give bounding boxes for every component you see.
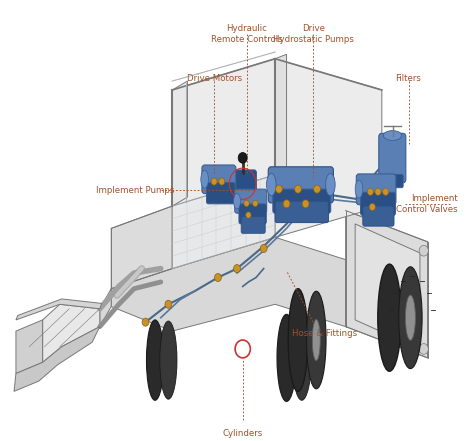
- Circle shape: [260, 244, 267, 253]
- Ellipse shape: [378, 264, 401, 371]
- Text: Implement Pumps: Implement Pumps: [96, 186, 174, 195]
- Circle shape: [234, 265, 240, 273]
- Circle shape: [283, 200, 290, 208]
- FancyBboxPatch shape: [202, 165, 236, 194]
- FancyBboxPatch shape: [273, 189, 331, 213]
- Circle shape: [302, 200, 309, 208]
- Polygon shape: [43, 304, 100, 363]
- Circle shape: [294, 185, 301, 193]
- FancyBboxPatch shape: [356, 174, 396, 205]
- FancyBboxPatch shape: [361, 192, 396, 216]
- FancyBboxPatch shape: [382, 174, 403, 188]
- Ellipse shape: [383, 131, 401, 140]
- Ellipse shape: [292, 315, 311, 400]
- Text: Hose & Fittings: Hose & Fittings: [292, 329, 357, 338]
- Text: Implement
Control Valves: Implement Control Valves: [396, 194, 458, 214]
- Polygon shape: [16, 299, 102, 320]
- Circle shape: [246, 212, 251, 218]
- Ellipse shape: [288, 289, 308, 391]
- Polygon shape: [172, 175, 275, 269]
- Circle shape: [383, 188, 389, 195]
- Circle shape: [211, 178, 217, 185]
- Polygon shape: [355, 224, 420, 349]
- FancyBboxPatch shape: [268, 167, 333, 203]
- Ellipse shape: [266, 173, 276, 196]
- Polygon shape: [16, 320, 43, 374]
- FancyBboxPatch shape: [229, 170, 256, 200]
- Ellipse shape: [355, 180, 363, 198]
- Ellipse shape: [277, 314, 296, 401]
- Circle shape: [314, 185, 320, 193]
- Text: Drive Motors: Drive Motors: [187, 75, 242, 83]
- Ellipse shape: [312, 319, 320, 361]
- FancyBboxPatch shape: [379, 133, 406, 183]
- Ellipse shape: [201, 170, 209, 188]
- Circle shape: [419, 245, 428, 256]
- Circle shape: [367, 188, 374, 195]
- Ellipse shape: [234, 193, 240, 209]
- Circle shape: [253, 200, 258, 206]
- Circle shape: [215, 273, 221, 281]
- Polygon shape: [100, 289, 111, 327]
- Circle shape: [419, 344, 428, 354]
- Polygon shape: [172, 81, 187, 206]
- Circle shape: [244, 200, 249, 206]
- Ellipse shape: [160, 321, 177, 399]
- Circle shape: [142, 318, 149, 326]
- Polygon shape: [111, 237, 346, 331]
- Text: Cylinders: Cylinders: [223, 429, 263, 438]
- Text: Hydraulic
Remote Controls: Hydraulic Remote Controls: [211, 24, 283, 44]
- Ellipse shape: [307, 291, 326, 389]
- FancyBboxPatch shape: [241, 217, 265, 233]
- FancyBboxPatch shape: [363, 206, 394, 226]
- Polygon shape: [172, 59, 382, 237]
- Circle shape: [165, 300, 172, 308]
- Polygon shape: [346, 210, 428, 358]
- Polygon shape: [275, 54, 287, 175]
- Polygon shape: [111, 206, 172, 289]
- FancyBboxPatch shape: [235, 189, 267, 213]
- Circle shape: [375, 188, 381, 195]
- Ellipse shape: [146, 320, 164, 400]
- Circle shape: [369, 203, 375, 210]
- FancyBboxPatch shape: [207, 183, 235, 204]
- Text: Drive
Hydrostatic Pumps: Drive Hydrostatic Pumps: [273, 24, 354, 44]
- FancyBboxPatch shape: [275, 201, 328, 223]
- Circle shape: [275, 185, 283, 193]
- Polygon shape: [14, 327, 100, 391]
- Ellipse shape: [399, 267, 422, 369]
- Circle shape: [219, 178, 225, 185]
- Ellipse shape: [326, 173, 335, 196]
- Ellipse shape: [405, 295, 415, 340]
- Circle shape: [238, 153, 247, 163]
- FancyBboxPatch shape: [239, 204, 266, 224]
- Text: Filters: Filters: [396, 75, 421, 83]
